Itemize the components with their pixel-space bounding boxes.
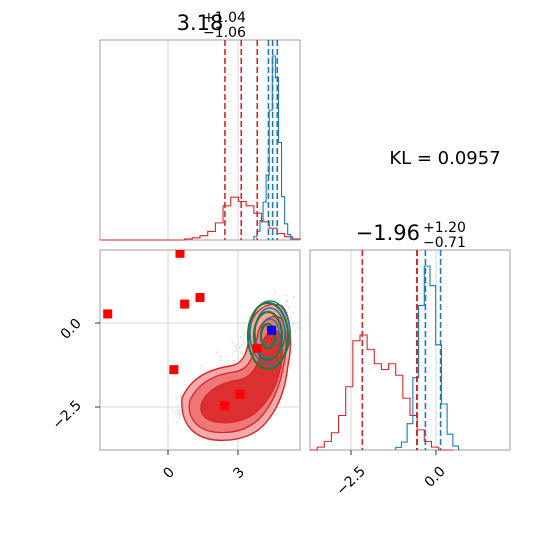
sample-point (298, 319, 300, 322)
green-contour-inner (259, 322, 277, 350)
marginal-histogram-1: 3.18 +1.04 −1.06 (99, 10, 301, 241)
sample-point (171, 408, 174, 411)
hist1-title: 3.18 (177, 11, 224, 35)
hist2-title: −1.96 (356, 221, 420, 245)
sample-point (234, 349, 237, 352)
sample-point (216, 351, 219, 354)
sample-point (176, 410, 179, 413)
sample-point (288, 306, 290, 309)
marginal-histogram-2: −1.96 +1.20 −0.71 (309, 220, 511, 451)
sample-point (244, 341, 247, 344)
blue-square-marker (267, 325, 277, 335)
hist2-tick-label-neg2p5: −2.5 (333, 463, 368, 498)
hist1-title-upper: +1.04 (203, 10, 246, 26)
sample-point (240, 352, 243, 355)
x-tick-label-0: 0 (160, 464, 178, 482)
sample-point (292, 323, 294, 326)
hist1-blue-series (253, 55, 295, 240)
blue-contour-outer (249, 300, 291, 366)
sample-point (226, 360, 229, 362)
joint-x-ticks: 0 3 (160, 450, 248, 482)
hist2-title-upper: +1.20 (423, 220, 466, 236)
blue-marker-group (267, 325, 277, 335)
sample-point (184, 384, 186, 386)
sample-point (234, 345, 236, 347)
sample-point (233, 359, 235, 362)
sample-point (285, 294, 287, 297)
sample-point (175, 421, 178, 424)
sample-point (179, 394, 182, 397)
sample-point (173, 411, 176, 414)
red-square-marker (103, 309, 113, 319)
sample-point (201, 365, 204, 367)
hist1-quantile-lines (224, 40, 279, 240)
y-tick-label-neg2p5: −2.5 (49, 397, 84, 432)
joint-y-ticks: 0.0 −2.5 (49, 316, 100, 433)
green-contour-outer (246, 301, 290, 371)
sample-point (235, 346, 238, 349)
sample-point (231, 341, 234, 344)
hist1-series-group (100, 55, 301, 241)
hist2-tick-label-0p0: 0.0 (422, 464, 449, 491)
sample-point (219, 359, 222, 362)
x-tick-label-3: 3 (230, 464, 248, 482)
green-contours (246, 301, 290, 371)
sample-point (239, 336, 242, 339)
red-square-marker (180, 299, 190, 309)
hist1-title-lower: −1.06 (203, 25, 246, 41)
red-square-marker (220, 401, 230, 411)
hist2-title-lower: −0.71 (423, 235, 466, 251)
sample-point (290, 316, 292, 319)
sample-point (243, 332, 246, 335)
sample-point (292, 311, 295, 314)
green-contour-mid (252, 310, 284, 362)
red-square-marker (169, 365, 179, 375)
red-square-marker (235, 389, 245, 399)
sample-point (220, 355, 222, 358)
sample-point (286, 300, 289, 303)
sample-point (238, 346, 241, 349)
sample-point (298, 326, 300, 329)
hist2-quantile-lines (361, 250, 442, 450)
sample-point (242, 335, 245, 338)
red-square-marker (252, 343, 262, 353)
sample-point (178, 409, 181, 411)
sample-point (232, 359, 235, 362)
sample-point (178, 412, 180, 415)
sample-point (175, 397, 178, 400)
hist2-red-series (310, 334, 453, 451)
sample-point (274, 290, 277, 292)
red-square-marker (175, 250, 185, 258)
sample-point (294, 330, 297, 332)
sample-point (178, 417, 181, 420)
sample-point (240, 344, 243, 347)
sample-point (179, 414, 181, 417)
hist2-blue-series (395, 265, 460, 450)
sample-point (292, 296, 295, 299)
hist2-x-ticks: −2.5 0.0 (333, 450, 449, 499)
red-square-marker (195, 293, 205, 303)
joint-2d-plot (99, 249, 301, 451)
hist1-red-series (100, 196, 301, 241)
red-markers-group (103, 250, 262, 411)
hist1-title-value: 3.18 (177, 11, 224, 35)
kl-divergence-label: KL = 0.0957 (389, 148, 500, 169)
hist2-series-group (310, 265, 460, 451)
sample-point (285, 299, 288, 302)
y-tick-label-0: 0.0 (58, 316, 85, 343)
sample-point (231, 353, 234, 356)
